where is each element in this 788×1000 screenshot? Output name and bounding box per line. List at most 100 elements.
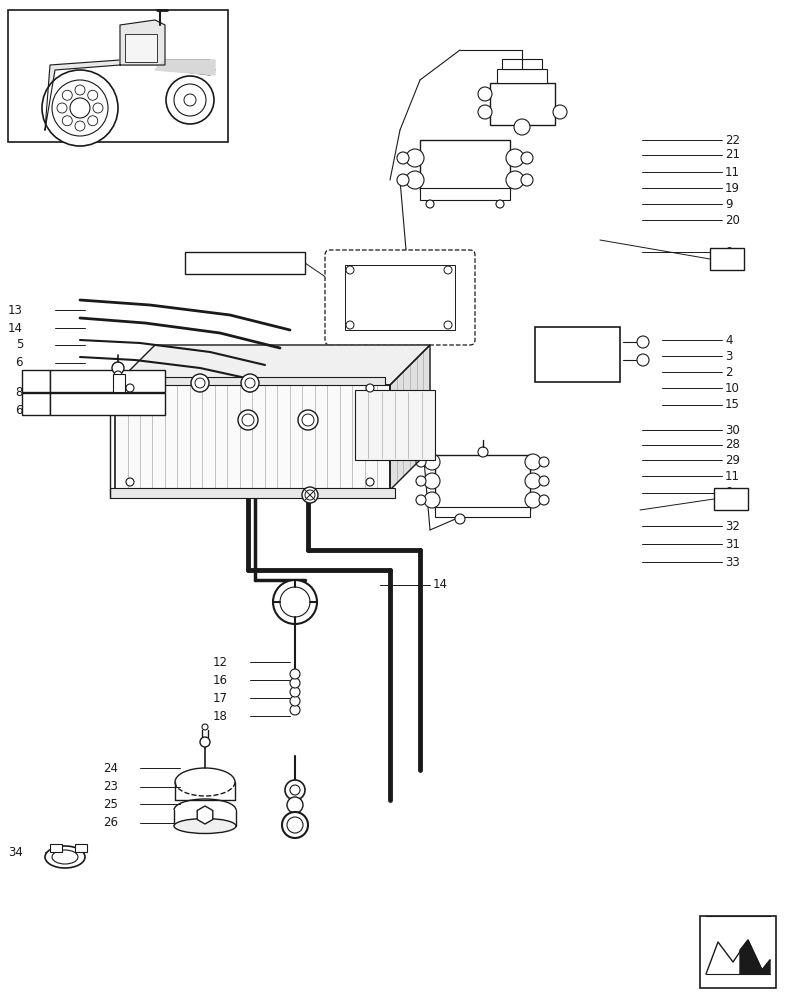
Bar bbox=[185, 252, 305, 274]
Circle shape bbox=[126, 478, 134, 486]
Bar bbox=[113, 374, 125, 392]
Circle shape bbox=[290, 696, 300, 706]
Text: 29: 29 bbox=[725, 454, 740, 466]
Circle shape bbox=[273, 580, 317, 624]
Circle shape bbox=[302, 414, 314, 426]
Circle shape bbox=[52, 80, 108, 136]
Text: 2: 2 bbox=[725, 365, 733, 378]
Circle shape bbox=[539, 476, 549, 486]
Circle shape bbox=[637, 354, 649, 366]
Circle shape bbox=[478, 105, 492, 119]
Circle shape bbox=[87, 90, 98, 100]
Bar bbox=[8, 10, 228, 142]
Text: 18: 18 bbox=[213, 710, 228, 722]
Bar bbox=[490, 83, 555, 125]
Circle shape bbox=[366, 478, 374, 486]
Circle shape bbox=[287, 797, 303, 813]
Circle shape bbox=[406, 149, 424, 167]
Bar bbox=[50, 370, 165, 392]
Circle shape bbox=[637, 336, 649, 348]
Circle shape bbox=[174, 84, 206, 116]
Text: 1.92.94/A 01A: 1.92.94/A 01A bbox=[65, 397, 149, 410]
Text: 35: 35 bbox=[28, 397, 43, 410]
Circle shape bbox=[444, 321, 452, 329]
Bar bbox=[345, 265, 455, 330]
Circle shape bbox=[290, 705, 300, 715]
Circle shape bbox=[514, 119, 530, 135]
Bar bbox=[502, 59, 542, 69]
Bar bbox=[50, 844, 62, 852]
Polygon shape bbox=[390, 345, 430, 490]
Circle shape bbox=[305, 490, 315, 500]
Text: 33: 33 bbox=[725, 556, 740, 568]
Text: 9: 9 bbox=[725, 198, 733, 211]
Polygon shape bbox=[740, 940, 770, 974]
Circle shape bbox=[285, 780, 305, 800]
Text: 3: 3 bbox=[725, 350, 732, 362]
Circle shape bbox=[70, 98, 90, 118]
Bar bbox=[120, 377, 385, 385]
Circle shape bbox=[424, 454, 440, 470]
Text: 34: 34 bbox=[8, 846, 23, 858]
Circle shape bbox=[496, 200, 504, 208]
Circle shape bbox=[112, 362, 124, 374]
Text: 19: 19 bbox=[725, 182, 740, 194]
Circle shape bbox=[62, 90, 72, 100]
Text: 9: 9 bbox=[725, 487, 733, 499]
Polygon shape bbox=[120, 20, 165, 65]
Bar bbox=[125, 34, 157, 62]
Circle shape bbox=[245, 378, 255, 388]
Text: 30: 30 bbox=[725, 424, 740, 436]
Ellipse shape bbox=[45, 846, 85, 868]
Circle shape bbox=[346, 321, 354, 329]
Circle shape bbox=[424, 473, 440, 489]
Text: 8: 8 bbox=[16, 385, 23, 398]
Circle shape bbox=[202, 724, 208, 730]
Ellipse shape bbox=[52, 850, 78, 864]
Circle shape bbox=[444, 266, 452, 274]
Bar bbox=[714, 488, 748, 510]
Circle shape bbox=[539, 457, 549, 467]
Text: 24: 24 bbox=[103, 762, 118, 774]
Circle shape bbox=[191, 374, 209, 392]
Circle shape bbox=[282, 812, 308, 838]
Bar bbox=[535, 327, 620, 382]
Text: 22: 22 bbox=[725, 133, 740, 146]
Text: 7: 7 bbox=[32, 374, 39, 387]
Text: 4: 4 bbox=[725, 334, 733, 347]
Circle shape bbox=[184, 94, 196, 106]
Text: 16: 16 bbox=[213, 674, 228, 686]
Circle shape bbox=[424, 492, 440, 508]
Circle shape bbox=[426, 200, 434, 208]
Circle shape bbox=[302, 487, 318, 503]
Bar bbox=[22, 370, 50, 392]
Bar bbox=[700, 916, 776, 988]
Bar bbox=[497, 69, 547, 83]
Polygon shape bbox=[45, 60, 215, 130]
Circle shape bbox=[57, 103, 67, 113]
Circle shape bbox=[346, 266, 354, 274]
Text: 14: 14 bbox=[8, 322, 23, 334]
Circle shape bbox=[290, 687, 300, 697]
Bar bbox=[435, 455, 530, 510]
Circle shape bbox=[166, 76, 214, 124]
Text: 20: 20 bbox=[725, 214, 740, 227]
Circle shape bbox=[287, 817, 303, 833]
Circle shape bbox=[290, 785, 300, 795]
Text: 10: 10 bbox=[725, 381, 740, 394]
Circle shape bbox=[397, 174, 409, 186]
Circle shape bbox=[195, 378, 205, 388]
Text: 1.92.94/A 01: 1.92.94/A 01 bbox=[69, 374, 145, 387]
Text: 11: 11 bbox=[725, 470, 740, 483]
Circle shape bbox=[406, 171, 424, 189]
Circle shape bbox=[539, 495, 549, 505]
Circle shape bbox=[525, 454, 541, 470]
Text: 14: 14 bbox=[433, 578, 448, 591]
Circle shape bbox=[290, 678, 300, 688]
Text: 17: 17 bbox=[213, 692, 228, 704]
Bar bbox=[710, 248, 744, 270]
Circle shape bbox=[525, 492, 541, 508]
Circle shape bbox=[521, 152, 533, 164]
Text: 15: 15 bbox=[725, 398, 740, 412]
Circle shape bbox=[290, 669, 300, 679]
